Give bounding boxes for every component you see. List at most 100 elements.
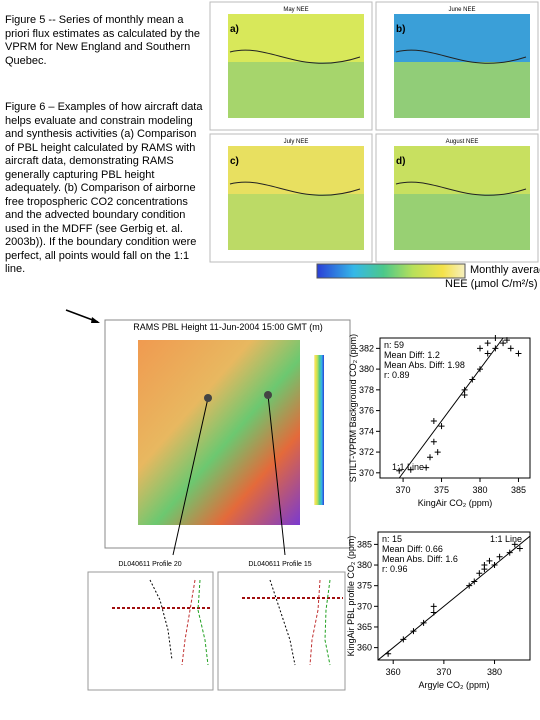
coastline — [395, 49, 527, 64]
rams-colorbar — [314, 355, 324, 505]
point — [484, 350, 491, 357]
y-tick-label: 375 — [357, 581, 372, 591]
point — [461, 386, 468, 393]
annotation: Mean Abs. Diff: 1.98 — [384, 360, 465, 370]
point — [506, 549, 513, 556]
figure-6-caption: Figure 6 – Examples of how aircraft data… — [5, 101, 203, 275]
rams-title: RAMS PBL Height 11-Jun-2004 15:00 GMT (m… — [133, 322, 322, 332]
x-axis-label: Argyle CO₂ (ppm) — [418, 680, 489, 690]
x-tick-label: 385 — [511, 485, 526, 495]
track — [172, 397, 209, 556]
rams-map — [138, 340, 300, 525]
y-tick-label: 360 — [357, 643, 372, 653]
y-tick-label: 365 — [357, 622, 372, 632]
y-tick-label: 382 — [359, 343, 374, 353]
point — [507, 345, 514, 352]
track — [267, 394, 286, 556]
annotation: n: 59 — [384, 340, 404, 350]
point — [496, 553, 503, 560]
colorbar-label: Monthly averageNEE (µmol C/m²/s) — [445, 264, 540, 290]
site — [264, 391, 272, 399]
point — [427, 454, 433, 461]
point — [466, 582, 473, 589]
profile-title: DL040611 Profile 15 — [248, 561, 311, 568]
point — [461, 392, 468, 399]
x-tick-label: 370 — [436, 667, 451, 677]
point — [400, 636, 407, 643]
x-axis-label: KingAir CO₂ (ppm) — [418, 498, 493, 508]
map-title: August NEE — [446, 139, 479, 145]
y-tick-label: 380 — [359, 364, 374, 374]
point — [410, 628, 417, 635]
map-field — [394, 62, 530, 118]
annotation: Mean Diff: 1.2 — [384, 350, 440, 360]
annotation: Mean Abs. Diff: 1.6 — [382, 554, 458, 564]
point — [469, 376, 476, 383]
point — [503, 337, 510, 344]
profile-curve — [324, 579, 331, 666]
point — [407, 466, 414, 473]
x-tick-label: 370 — [396, 485, 411, 495]
map-label: c) — [230, 156, 239, 167]
site — [204, 394, 212, 402]
x-tick-label: 360 — [386, 667, 401, 677]
y-tick-label: 380 — [357, 560, 372, 570]
point — [430, 438, 437, 445]
annotation: n: 15 — [382, 534, 402, 544]
y-tick-label: 378 — [359, 385, 374, 395]
map-title: June NEE — [448, 7, 475, 13]
map-title: July NEE — [284, 139, 309, 145]
point — [515, 350, 522, 357]
point — [476, 570, 483, 577]
plot-frame — [377, 531, 531, 661]
point — [434, 449, 441, 456]
y-tick-label: 376 — [359, 406, 374, 416]
annotation: Mean Diff: 0.66 — [382, 544, 443, 554]
y-axis-label: KingAir PBL profile CO₂ (ppm) — [346, 536, 356, 657]
point — [492, 335, 499, 341]
point — [396, 467, 403, 474]
point — [516, 545, 523, 552]
point — [430, 603, 437, 610]
point — [481, 562, 488, 569]
map-field — [394, 194, 530, 250]
y-tick-label: 372 — [359, 447, 374, 457]
map-field — [228, 194, 364, 250]
point — [430, 417, 437, 424]
point — [477, 345, 483, 352]
profile-title: DL040611 Profile 20 — [118, 561, 181, 568]
profile-curve — [181, 579, 196, 666]
point — [492, 345, 499, 352]
annotation: r: 0.96 — [382, 564, 408, 574]
line-label: 1:1 Line — [392, 462, 424, 472]
arrow-head — [91, 317, 100, 323]
x-tick-label: 380 — [472, 485, 487, 495]
point — [500, 340, 507, 347]
x-tick-label: 375 — [434, 485, 449, 495]
point — [385, 650, 392, 657]
point — [438, 423, 445, 430]
map-label: b) — [396, 24, 405, 35]
y-tick-label: 374 — [359, 426, 374, 436]
point — [511, 541, 518, 548]
y-tick-label: 370 — [359, 468, 374, 478]
y-tick-label: 385 — [357, 539, 372, 549]
coastline — [229, 181, 361, 196]
y-axis-label: STILT-VPRM Background CO₂ (ppm) — [348, 334, 358, 482]
map-title: May NEE — [283, 7, 308, 13]
point — [484, 340, 491, 347]
y-tick-label: 370 — [357, 601, 372, 611]
colorbar — [316, 263, 466, 279]
annotation: r: 0.89 — [384, 370, 410, 380]
profile-curve — [197, 579, 209, 666]
coastline — [229, 49, 361, 64]
point — [477, 366, 483, 373]
plot-frame — [379, 337, 531, 479]
line-label: 1:1 Line — [490, 534, 522, 544]
point — [430, 609, 437, 616]
point — [486, 557, 493, 564]
point — [471, 578, 478, 585]
profile-curve — [149, 579, 173, 661]
